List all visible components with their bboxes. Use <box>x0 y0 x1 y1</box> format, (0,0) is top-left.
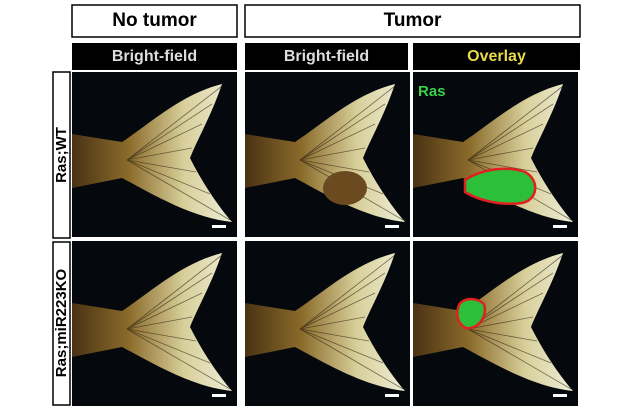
row-label: Ras;WT <box>53 127 70 183</box>
group-label: Tumor <box>384 10 442 31</box>
image-panel <box>71 71 579 407</box>
group-label: No tumor <box>112 10 197 31</box>
tumor <box>323 171 367 205</box>
group-box <box>71 4 238 38</box>
column-label: Bright-field <box>284 48 369 65</box>
tumor-overlay <box>463 167 537 205</box>
column-bar <box>245 43 408 70</box>
column-label: Bright-field <box>112 48 197 65</box>
tumor-overlay <box>456 297 487 330</box>
overlay-label: Ras <box>418 83 446 100</box>
group-box <box>244 4 581 38</box>
column-bar <box>413 43 580 70</box>
row-label: Ras;miR223KO <box>53 268 70 377</box>
row-box <box>52 241 71 406</box>
column-bar <box>72 43 237 70</box>
column-label: Overlay <box>467 48 526 65</box>
row-box <box>52 71 71 239</box>
